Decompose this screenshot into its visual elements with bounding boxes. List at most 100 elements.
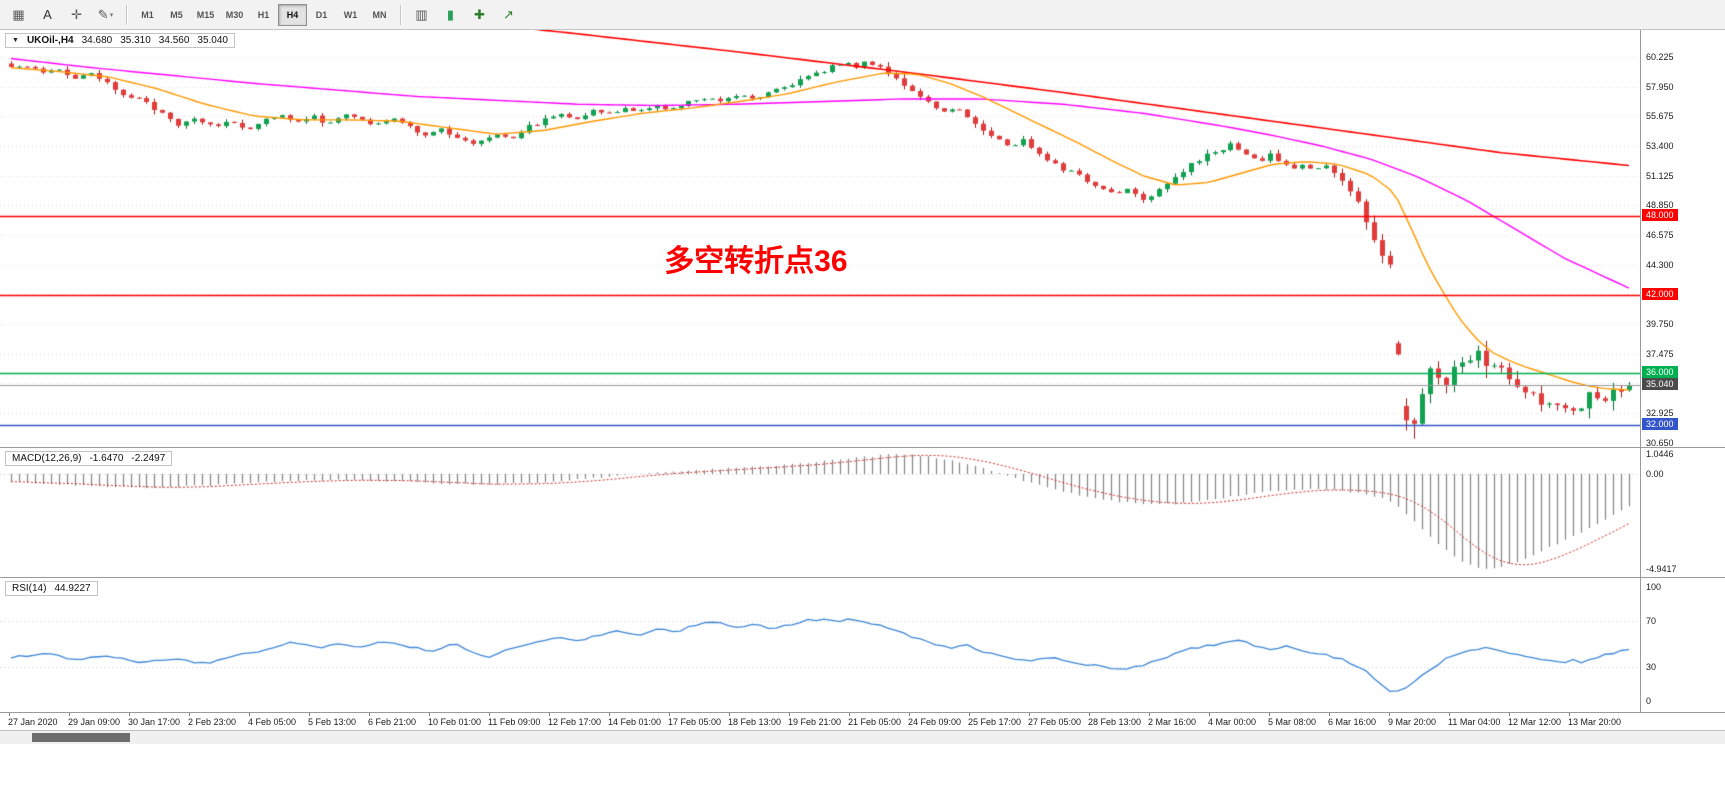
price-tick-label: 53.400 bbox=[1646, 140, 1674, 151]
timeframe-m5-button[interactable]: M5 bbox=[170, 9, 183, 20]
time-tick bbox=[1329, 713, 1330, 716]
time-tick-label: 9 Mar 20:00 bbox=[1388, 717, 1437, 727]
time-axis[interactable]: 27 Jan 2020 29 Jan 09:00 30 Jan 17:00 2 Feb… bbox=[0, 712, 1725, 730]
timeframe-m15-button[interactable]: M15 bbox=[196, 9, 215, 20]
time-tick-label: 2 Mar 16:00 bbox=[1148, 717, 1197, 727]
time-tick bbox=[789, 713, 790, 716]
time-tick-label: 24 Feb 09:00 bbox=[908, 717, 962, 727]
ohlc-low: 34.560 bbox=[158, 35, 190, 46]
price-chart-canvas[interactable] bbox=[0, 30, 1640, 447]
candle-chart-icon[interactable]: ▮ bbox=[446, 6, 455, 22]
rsi-value: 44.9227 bbox=[54, 583, 91, 594]
time-tick-label: 18 Feb 13:00 bbox=[728, 717, 782, 727]
macd-canvas[interactable] bbox=[0, 448, 1640, 577]
price-chart-panel: 60.225 57.950 55.675 53.400 51.125 48.850 46.5… bbox=[0, 30, 1725, 447]
time-tick bbox=[1449, 713, 1450, 716]
auto-scroll-icon[interactable]: ↗ bbox=[503, 6, 514, 22]
timeframe-mn-button[interactable]: MN bbox=[372, 9, 387, 20]
rsi-header: RSI(14) 44.9227 bbox=[5, 581, 98, 596]
time-tick bbox=[669, 713, 670, 716]
time-tick-label: 13 Mar 20:00 bbox=[1568, 717, 1622, 727]
chart-title: ▼ UKOil-,H4 34.680 35.310 34.560 35.040 bbox=[5, 33, 235, 48]
price-level-badge: 42.000 bbox=[1642, 287, 1678, 300]
time-tick bbox=[249, 713, 250, 716]
text-label-tool-icon[interactable]: A bbox=[43, 7, 52, 22]
time-tick bbox=[129, 713, 130, 716]
price-axis[interactable]: 60.225 57.950 55.675 53.400 51.125 48.850 46.5… bbox=[1640, 30, 1725, 447]
symbol-dropdown-icon[interactable]: ▼ bbox=[12, 37, 19, 44]
time-tick-label: 4 Mar 00:00 bbox=[1208, 717, 1257, 727]
timeframe-w1-button[interactable]: W1 bbox=[343, 9, 358, 20]
macd-tick-label: -4.9417 bbox=[1646, 563, 1677, 574]
timeframe-m30-button[interactable]: M30 bbox=[225, 9, 244, 20]
time-tick bbox=[309, 713, 310, 716]
toolbar-right-group: ▥ ▮ ✚ ↗ bbox=[407, 3, 523, 27]
time-tick-label: 19 Feb 21:00 bbox=[788, 717, 842, 727]
draw-tools-icon[interactable]: ✎ ▾ bbox=[97, 6, 114, 22]
time-tick-label: 27 Feb 05:00 bbox=[1028, 717, 1082, 727]
time-tick bbox=[909, 713, 910, 716]
time-tick-label: 5 Mar 08:00 bbox=[1268, 717, 1317, 727]
rsi-canvas[interactable] bbox=[0, 578, 1640, 712]
time-tick-label: 2 Feb 23:00 bbox=[188, 717, 237, 727]
time-tick bbox=[429, 713, 430, 716]
time-tick-label: 5 Feb 13:00 bbox=[308, 717, 357, 727]
time-tick bbox=[1389, 713, 1390, 716]
price-tick-label: 48.850 bbox=[1646, 200, 1674, 211]
price-tick-label: 51.125 bbox=[1646, 170, 1674, 181]
macd-axis[interactable]: 1.0446 0.00 -4.9417 bbox=[1640, 448, 1725, 577]
price-level-badge: 48.000 bbox=[1642, 209, 1678, 222]
rsi-panel: 100 70 30 0 RSI(14) 44.9227 bbox=[0, 577, 1725, 712]
time-tick bbox=[489, 713, 490, 716]
time-tick bbox=[549, 713, 550, 716]
price-level-badge: 36.000 bbox=[1642, 365, 1678, 378]
zoom-in-icon[interactable]: ✚ bbox=[474, 6, 485, 22]
rsi-axis[interactable]: 100 70 30 0 bbox=[1640, 578, 1725, 712]
rsi-label: RSI(14) bbox=[12, 583, 47, 594]
chart-workspace: 60.225 57.950 55.675 53.400 51.125 48.850 46.5… bbox=[0, 30, 1725, 712]
time-tick-label: 30 Jan 17:00 bbox=[128, 717, 181, 727]
ohlc-open: 34.680 bbox=[81, 35, 113, 46]
timeframe-d1-button[interactable]: D1 bbox=[315, 9, 328, 20]
chart-annotation-text[interactable]: 多空转折点36 bbox=[664, 244, 848, 278]
time-tick bbox=[1269, 713, 1270, 716]
rsi-tick-label: 70 bbox=[1646, 616, 1657, 627]
chart-bars-icon[interactable]: ▥ bbox=[415, 6, 428, 22]
time-tick-label: 29 Jan 09:00 bbox=[68, 717, 121, 727]
timeframe-h1-button[interactable]: H1 bbox=[257, 9, 270, 20]
horizontal-scrollbar[interactable] bbox=[0, 730, 1725, 744]
time-tick-label: 25 Feb 17:00 bbox=[968, 717, 1022, 727]
time-tick bbox=[1029, 713, 1030, 716]
price-tick-label: 37.475 bbox=[1646, 348, 1674, 359]
macd-tick-label: 0.00 bbox=[1646, 468, 1664, 479]
bottom-filler bbox=[0, 744, 1725, 798]
price-tick-label: 60.225 bbox=[1646, 51, 1674, 62]
timeframe-h4-button[interactable]: H4 bbox=[278, 3, 307, 26]
time-tick bbox=[1089, 713, 1090, 716]
time-tick bbox=[1509, 713, 1510, 716]
time-tick-label: 11 Feb 09:00 bbox=[488, 717, 541, 727]
macd-value-main: -1.6470 bbox=[89, 453, 124, 464]
scrollbar-thumb[interactable] bbox=[32, 733, 130, 742]
timeframe-button-group: M1 M5 M15 M30 H1 H4 D1 W1 MN bbox=[133, 3, 394, 26]
dropdown-arrow-icon: ▾ bbox=[109, 11, 114, 19]
timeframe-m1-button[interactable]: M1 bbox=[141, 9, 154, 20]
macd-panel: 1.0446 0.00 -4.9417 MACD(12,26,9) -1.6470 … bbox=[0, 447, 1725, 577]
time-tick-label: 6 Mar 16:00 bbox=[1328, 717, 1377, 727]
toolbar-left-group: ▦ A ✛ ✎ ▾ bbox=[4, 3, 120, 27]
time-tick bbox=[1569, 713, 1570, 716]
time-tick-label: 12 Mar 12:00 bbox=[1508, 717, 1562, 727]
time-tick bbox=[9, 713, 10, 716]
price-tick-label: 30.650 bbox=[1646, 437, 1674, 447]
price-tick-label: 46.575 bbox=[1646, 229, 1674, 240]
time-tick-label: 21 Feb 05:00 bbox=[848, 717, 902, 727]
price-tick-label: 55.675 bbox=[1646, 111, 1674, 122]
time-tick bbox=[69, 713, 70, 716]
price-level-badge: 32.000 bbox=[1642, 418, 1678, 431]
macd-label: MACD(12,26,9) bbox=[12, 453, 82, 464]
price-tick-label: 44.300 bbox=[1646, 259, 1674, 270]
time-tick-label: 17 Feb 05:00 bbox=[668, 717, 722, 727]
crosshair-tool-icon[interactable]: ✛ bbox=[71, 6, 82, 22]
toolbar-grid-icon[interactable]: ▦ bbox=[12, 6, 25, 22]
rsi-tick-label: 100 bbox=[1646, 582, 1662, 592]
